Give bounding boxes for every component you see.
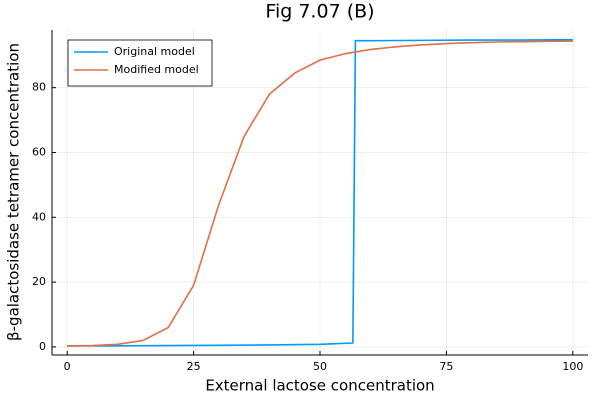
y-tick-label: 20: [32, 275, 46, 288]
y-tick-label: 0: [39, 340, 46, 353]
x-tick-label: 0: [64, 360, 71, 373]
y-tick-label: 40: [32, 210, 46, 223]
legend-label: Original model: [114, 45, 195, 58]
y-tick-label: 60: [32, 145, 46, 158]
series-line: [67, 38, 573, 347]
x-tick-label: 25: [187, 360, 201, 373]
legend-box: [67, 39, 213, 87]
series-line: [67, 40, 573, 347]
x-tick-label: 75: [439, 360, 453, 373]
x-tick-label: 100: [562, 360, 583, 373]
x-axis-label: External lactose concentration: [205, 377, 434, 395]
y-axis-label: β-galactosidase tetramer concentration: [5, 43, 23, 341]
legend-label: Modified model: [114, 63, 199, 76]
chart-title: Fig 7.07 (B): [265, 1, 374, 23]
y-tick-label: 80: [32, 81, 46, 94]
x-tick-label: 50: [313, 360, 327, 373]
